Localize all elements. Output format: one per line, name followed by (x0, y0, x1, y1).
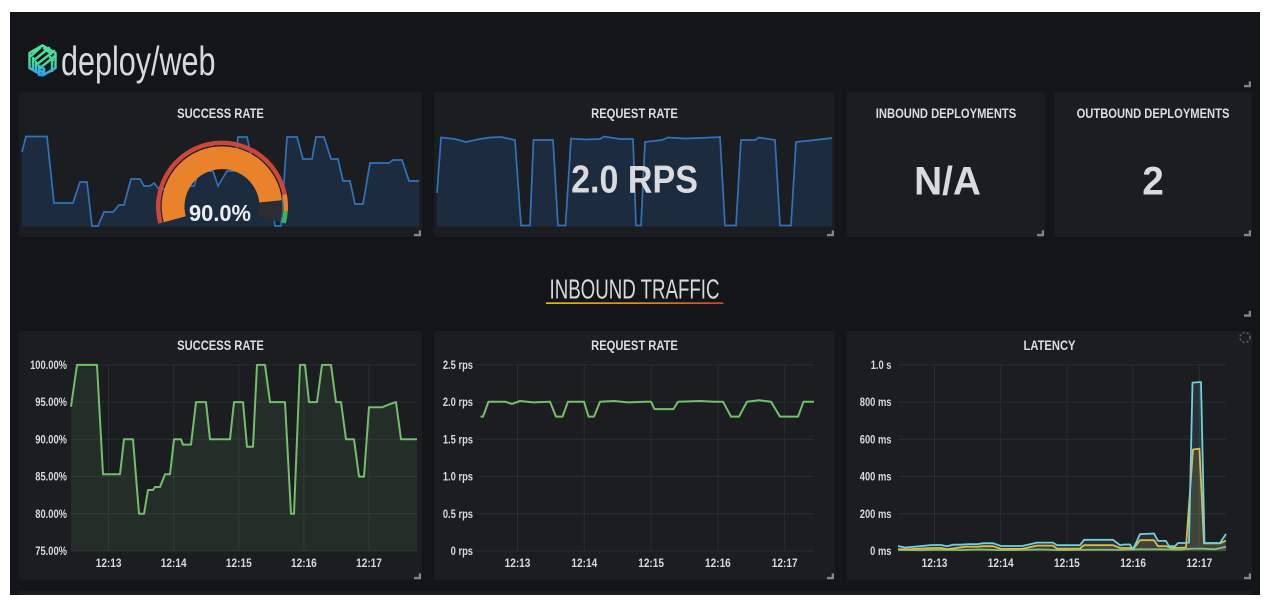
svg-text:12:17: 12:17 (356, 557, 382, 570)
svg-text:12:15: 12:15 (638, 557, 664, 570)
svg-text:800 ms: 800 ms (860, 396, 892, 409)
svg-text:95.00%: 95.00% (35, 396, 67, 409)
svg-text:0 rps: 0 rps (451, 545, 473, 558)
svg-text:75.00%: 75.00% (35, 545, 67, 558)
svg-text:90.0%: 90.0% (189, 199, 251, 226)
svg-text:12:17: 12:17 (772, 557, 798, 570)
svg-text:12:13: 12:13 (96, 557, 122, 570)
svg-text:100.00%: 100.00% (30, 359, 67, 372)
svg-text:REQUEST RATE: REQUEST RATE (591, 106, 678, 121)
svg-text:12:14: 12:14 (161, 557, 188, 570)
svg-text:N/A: N/A (914, 159, 981, 204)
svg-text:0 ms: 0 ms (870, 545, 891, 558)
svg-text:REQUEST RATE: REQUEST RATE (591, 338, 678, 353)
svg-text:1.0 rps: 1.0 rps (443, 471, 473, 484)
svg-text:12:14: 12:14 (988, 557, 1015, 570)
svg-text:1.0 s: 1.0 s (871, 359, 892, 372)
svg-text:600 ms: 600 ms (860, 433, 892, 446)
svg-text:12:16: 12:16 (291, 557, 317, 570)
svg-text:2: 2 (1142, 159, 1164, 204)
svg-text:deploy/web: deploy/web (61, 38, 215, 84)
svg-text:LATENCY: LATENCY (1024, 338, 1076, 353)
svg-text:12:15: 12:15 (226, 557, 252, 570)
svg-text:90.00%: 90.00% (35, 433, 67, 446)
svg-text:12:15: 12:15 (1054, 557, 1080, 570)
svg-text:12:17: 12:17 (1186, 557, 1212, 570)
svg-text:85.00%: 85.00% (35, 471, 67, 484)
svg-text:400 ms: 400 ms (860, 471, 892, 484)
svg-text:2.5 rps: 2.5 rps (443, 359, 473, 372)
svg-text:INBOUND TRAFFIC: INBOUND TRAFFIC (550, 274, 720, 304)
svg-text:12:16: 12:16 (705, 557, 731, 570)
svg-text:12:16: 12:16 (1120, 557, 1146, 570)
svg-text:200 ms: 200 ms (860, 508, 892, 521)
svg-text:0.5 rps: 0.5 rps (443, 508, 473, 521)
svg-text:SUCCESS RATE: SUCCESS RATE (177, 338, 264, 353)
svg-text:12:13: 12:13 (505, 557, 531, 570)
svg-text:SUCCESS RATE: SUCCESS RATE (177, 106, 264, 121)
svg-text:12:13: 12:13 (922, 557, 948, 570)
svg-text:2.0 rps: 2.0 rps (443, 396, 473, 409)
svg-text:INBOUND DEPLOYMENTS: INBOUND DEPLOYMENTS (876, 106, 1016, 121)
svg-text:1.5 rps: 1.5 rps (443, 433, 473, 446)
svg-text:2.0 RPS: 2.0 RPS (571, 158, 698, 201)
svg-text:OUTBOUND DEPLOYMENTS: OUTBOUND DEPLOYMENTS (1077, 106, 1230, 121)
svg-text:12:14: 12:14 (571, 557, 598, 570)
svg-text:80.00%: 80.00% (35, 508, 67, 521)
